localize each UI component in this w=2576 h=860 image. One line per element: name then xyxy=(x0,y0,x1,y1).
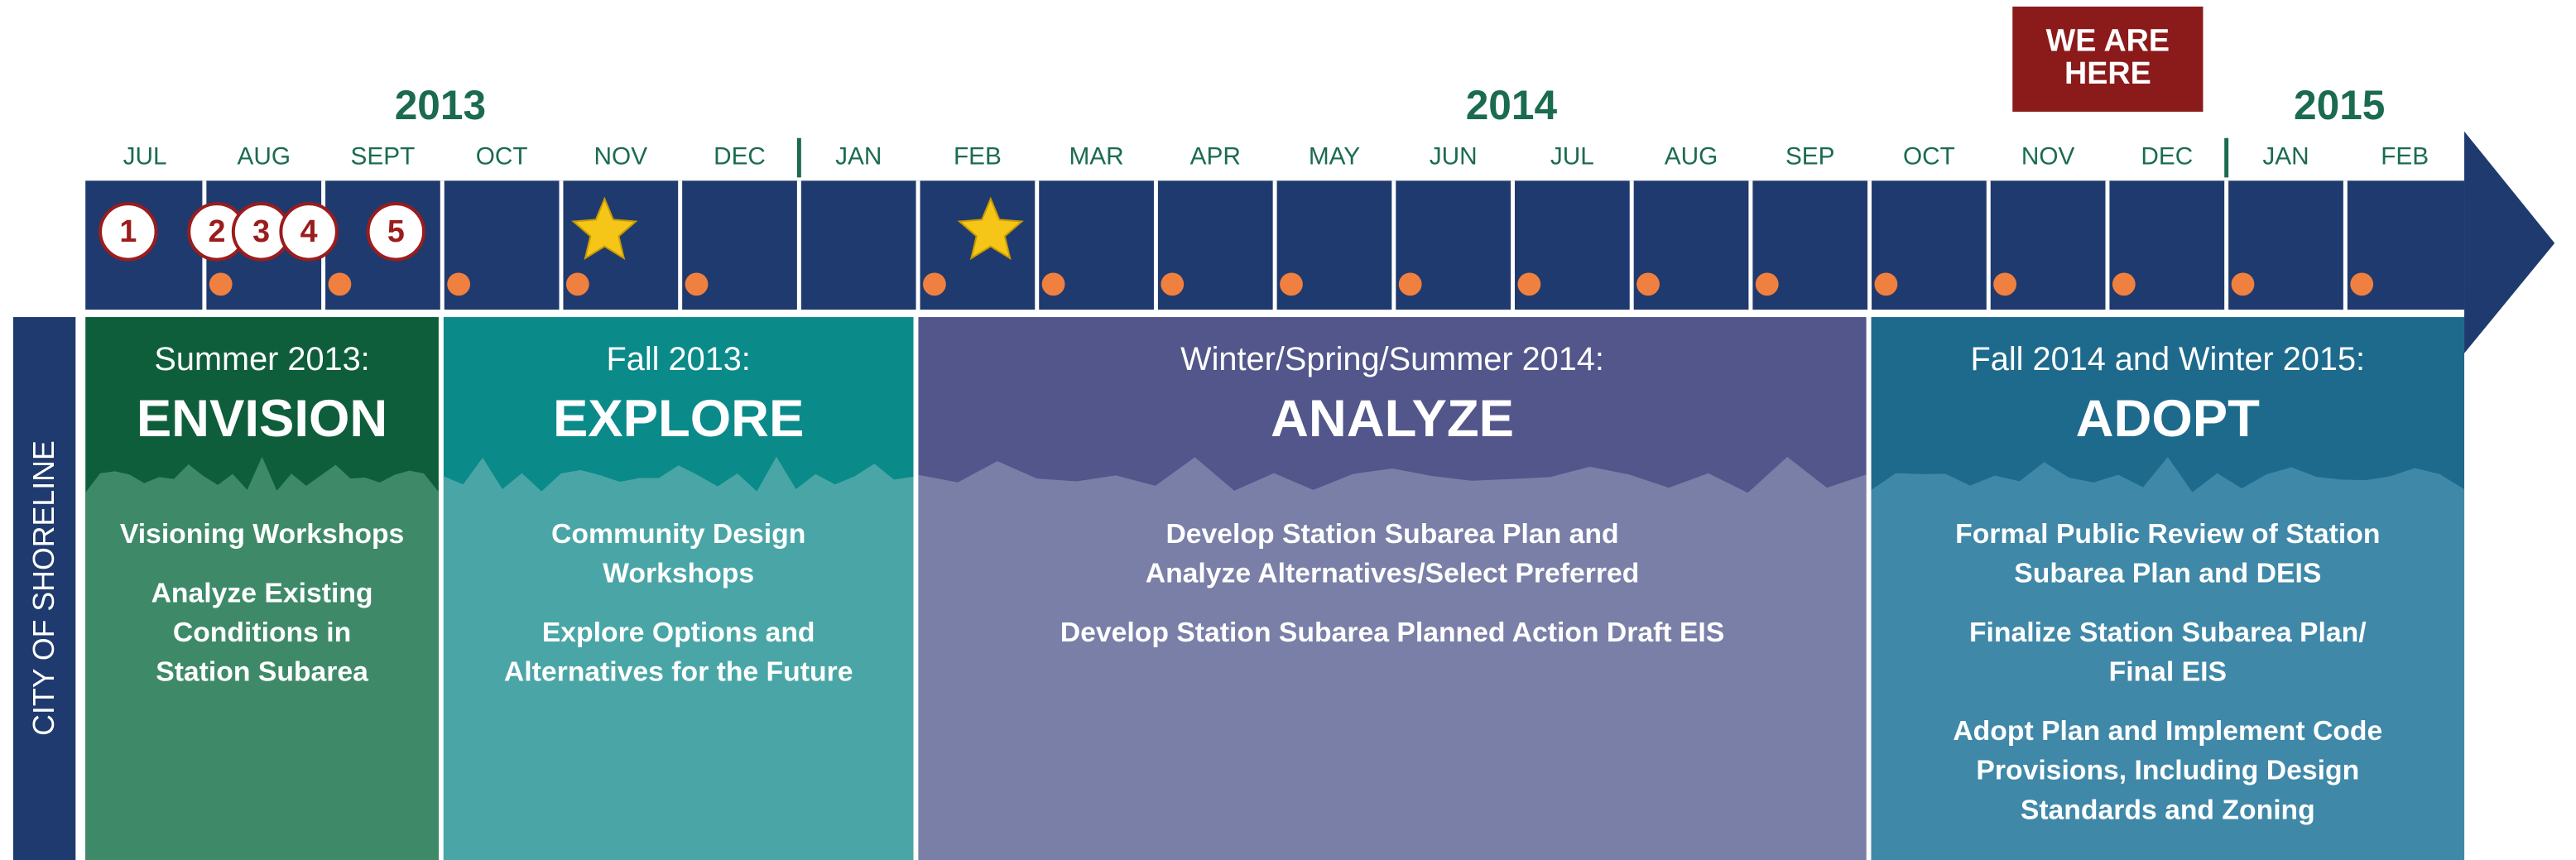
year-label: 2014 xyxy=(1466,82,1558,128)
phase-name: EXPLORE xyxy=(553,390,804,448)
marker-number: 5 xyxy=(387,214,405,248)
month-label: OCT xyxy=(1903,142,1955,170)
phase-task: Analyze Existing xyxy=(151,577,373,608)
marker-number: 4 xyxy=(300,214,318,248)
phase-season: Winter/Spring/Summer 2014: xyxy=(1180,341,1604,377)
phase-task: Develop Station Subarea Plan and xyxy=(1165,518,1618,550)
phase-task: Adopt Plan and Implement Code xyxy=(1953,715,2382,747)
phase-task: Finalize Station Subarea Plan/ xyxy=(1969,617,2367,648)
month-label: AUG xyxy=(237,142,291,170)
month-label: APR xyxy=(1190,142,1241,170)
month-label: OCT xyxy=(476,142,528,170)
month-label: DEC xyxy=(714,142,766,170)
month-label: FEB xyxy=(2381,142,2429,170)
month-label: SEP xyxy=(1785,142,1835,170)
month-label: JUL xyxy=(123,142,167,170)
orange-dot xyxy=(685,272,709,295)
month-label: JUL xyxy=(1550,142,1594,170)
phase-task: Visioning Workshops xyxy=(120,518,404,550)
month-label: AUG xyxy=(1665,142,1718,170)
phase-season: Summer 2013: xyxy=(154,341,369,377)
phase-task: Subarea Plan and DEIS xyxy=(2014,558,2321,589)
phase-task: Community Design xyxy=(551,518,805,550)
month-label: JAN xyxy=(2262,142,2309,170)
month-label: NOV xyxy=(2021,142,2075,170)
arrow-head xyxy=(2464,132,2554,353)
orange-dot xyxy=(1517,272,1540,295)
phase-task: Station Subarea xyxy=(156,656,368,688)
phase-name: ANALYZE xyxy=(1271,390,1514,448)
phase-season: Fall 2014 and Winter 2015: xyxy=(1971,341,2366,377)
phase-task: Explore Options and xyxy=(542,617,815,648)
phase-task: Alternatives for the Future xyxy=(504,656,853,688)
orange-dot xyxy=(1993,272,2016,295)
marker-number: 2 xyxy=(208,214,225,248)
orange-dot xyxy=(1042,272,1065,295)
orange-dot xyxy=(2350,272,2373,295)
marker-number: 3 xyxy=(252,214,270,248)
orange-dot xyxy=(2112,272,2136,295)
marker-number: 1 xyxy=(119,214,137,248)
timeline-graphic: CITY OF SHORELINE JUL AUG SEPT OCT NOV DEC JAN… xyxy=(0,0,2576,860)
orange-dot xyxy=(566,272,589,295)
we-are-here-text: WE ARE xyxy=(2046,23,2170,58)
month-label: JAN xyxy=(835,142,882,170)
phase-task: Develop Station Subarea Planned Action D… xyxy=(1060,617,1725,648)
orange-dot xyxy=(447,272,470,295)
orange-dot xyxy=(209,272,233,295)
we-are-here-text: HERE xyxy=(2064,55,2151,90)
phase-task: Formal Public Review of Station xyxy=(1955,518,2380,550)
year-label: 2015 xyxy=(2294,82,2385,128)
orange-dot xyxy=(2232,272,2255,295)
phase-task: Workshops xyxy=(603,558,754,589)
orange-dot xyxy=(329,272,352,295)
orange-dot xyxy=(1875,272,1898,295)
phase-task: Provisions, Including Design xyxy=(1976,755,2359,786)
phase-task: Conditions in xyxy=(173,617,351,648)
phase-name: ADOPT xyxy=(2076,390,2260,448)
phase-name: ENVISION xyxy=(137,390,387,448)
orange-dot xyxy=(1280,272,1303,295)
month-label: JUN xyxy=(1430,142,1478,170)
side-label: CITY OF SHORELINE xyxy=(27,440,60,736)
month-label: NOV xyxy=(594,142,648,170)
year-label: 2013 xyxy=(395,82,486,128)
month-label: MAR xyxy=(1069,142,1124,170)
phase-task: Analyze Alternatives/Select Preferred xyxy=(1146,558,1640,589)
phase-task: Standards and Zoning xyxy=(2021,794,2315,825)
phase-season: Fall 2013: xyxy=(607,341,751,377)
orange-dot xyxy=(1636,272,1660,295)
orange-dot xyxy=(1756,272,1779,295)
orange-dot xyxy=(923,272,946,295)
orange-dot xyxy=(1399,272,1422,295)
month-label: DEC xyxy=(2141,142,2193,170)
orange-dot xyxy=(1161,272,1184,295)
month-label: MAY xyxy=(1309,142,1360,170)
month-label: FEB xyxy=(954,142,1002,170)
month-label: SEPT xyxy=(351,142,416,170)
phase-task: Final EIS xyxy=(2109,656,2227,688)
